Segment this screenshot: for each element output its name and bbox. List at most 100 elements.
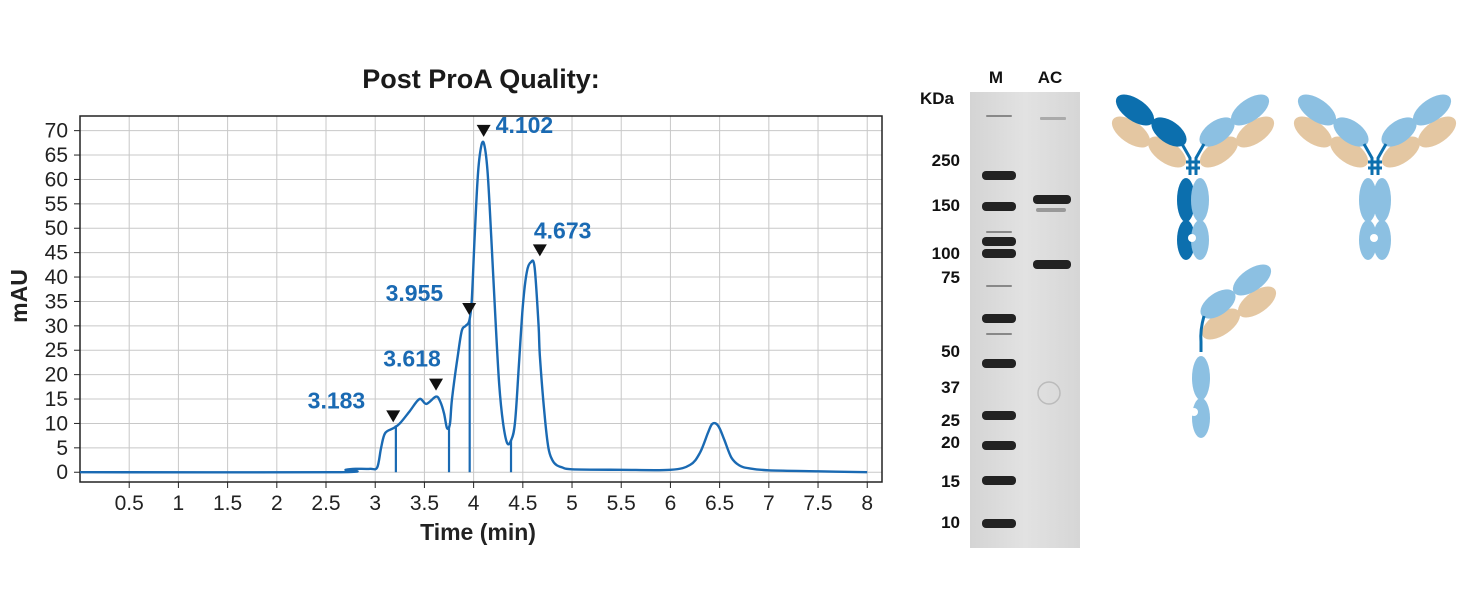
marker-weight-label: 250 — [932, 151, 960, 170]
x-axis-label: Time (min) — [420, 519, 536, 545]
half-fab-heavy-2 — [1200, 289, 1236, 319]
y-tick-label: 60 — [45, 168, 68, 191]
x-tick-label: 0.5 — [115, 492, 144, 515]
plot-frame — [79, 115, 883, 483]
marker-band — [982, 202, 1016, 211]
half-fc-upper — [1192, 356, 1210, 400]
marker-weight-label: 15 — [941, 472, 960, 491]
fc-left-upper — [1359, 178, 1377, 222]
peak-label: 3.955 — [386, 280, 444, 306]
marker-band-faint — [986, 231, 1012, 233]
marker-band-faint — [986, 285, 1012, 287]
x-tick-label: 7 — [763, 492, 775, 515]
ac-band-heavy-faint — [1036, 208, 1066, 212]
y-tick-label: 25 — [45, 339, 68, 362]
lane-label-ac: AC — [1038, 68, 1063, 87]
y-axis-label: mAU — [6, 269, 32, 323]
y-tick-label: 45 — [45, 242, 68, 265]
fc-left-lower — [1359, 220, 1377, 260]
fab-light-right-2 — [1199, 136, 1239, 168]
marker-weight-label: 100 — [932, 244, 960, 263]
chromatogram-line — [79, 140, 868, 474]
peak-marker-icon — [429, 378, 444, 391]
fab-heavy-left-1 — [1297, 94, 1337, 126]
fc-left-upper — [1177, 178, 1195, 222]
y-tick-label: 5 — [56, 437, 68, 460]
fc-right-lower — [1191, 220, 1209, 260]
ac-band-heavy — [1033, 195, 1071, 204]
knob-hole — [1370, 234, 1378, 242]
x-tick-label: 1.5 — [213, 492, 242, 515]
half-hinge — [1199, 315, 1206, 352]
y-tick-label: 10 — [45, 412, 68, 435]
y-tick-label: 30 — [45, 315, 68, 338]
peak-marker-icon — [476, 124, 491, 137]
marker-weight-label: 10 — [941, 513, 960, 532]
x-tick-label: 8 — [861, 492, 873, 515]
sds-page-gel: M AC KDa 250 150 100 75 50 37 25 20 15 10 — [920, 68, 1080, 548]
fab-light-left-1 — [1111, 116, 1151, 148]
marker-weight-label: 50 — [941, 342, 960, 361]
x-tick-label: 3.5 — [410, 492, 439, 515]
half-fab-heavy-1 — [1232, 264, 1272, 296]
fab-heavy-right-1 — [1412, 94, 1452, 126]
marker-band — [982, 249, 1016, 258]
peak-annotations: 3.183 3.618 3.955 4.102 4.673 — [308, 112, 592, 423]
lane-label-m: M — [989, 68, 1003, 87]
antibody-variant — [1293, 94, 1457, 260]
y-tick-label: 70 — [45, 120, 68, 143]
marker-band — [982, 171, 1016, 180]
chromatogram-chart: 0.5 1 1.5 2 2.5 3 3.5 4 4.5 5 5.5 6 6.5 7 7.5 8 0510152… — [6, 112, 883, 545]
hinge — [1362, 143, 1388, 175]
x-tick-label: 2 — [271, 492, 283, 515]
marker-weight-label: 20 — [941, 433, 960, 452]
ac-band-faint — [1040, 117, 1066, 120]
fab-heavy-right-2 — [1199, 117, 1235, 147]
peak-marker-icon — [462, 302, 477, 315]
y-tick-label: 55 — [45, 193, 68, 216]
x-tick-label: 4.5 — [508, 492, 537, 515]
x-tick-label: 4 — [468, 492, 480, 515]
ac-lane-bands — [1033, 117, 1071, 405]
fab-heavy-left-2 — [1151, 117, 1187, 147]
fab-heavy-right-1 — [1230, 94, 1270, 126]
x-tick-label: 3 — [369, 492, 381, 515]
marker-weight-label: 37 — [941, 378, 960, 397]
marker-band — [982, 314, 1016, 323]
peak-label: 3.183 — [308, 387, 366, 413]
marker-band — [982, 237, 1016, 246]
marker-band — [982, 476, 1016, 485]
x-axis-ticks: 0.5 1 1.5 2 2.5 3 3.5 4 4.5 5 5.5 6 6.5 7 7.5 8 — [115, 482, 873, 515]
marker-weight-label: 75 — [941, 268, 960, 287]
marker-band-faint — [986, 333, 1012, 335]
fab-light-left-1 — [1293, 116, 1333, 148]
y-tick-label: 65 — [45, 144, 68, 167]
half-fab-light-2 — [1201, 308, 1241, 340]
marker-band-faint — [986, 115, 1012, 117]
x-tick-label: 2.5 — [311, 492, 340, 515]
fab-heavy-left-1 — [1115, 94, 1155, 126]
marker-weight-labels: 250 150 100 75 50 37 25 20 15 10 — [932, 151, 960, 532]
fc-left-lower — [1177, 220, 1195, 260]
marker-band — [982, 519, 1016, 528]
half-antibody — [1190, 264, 1277, 438]
grid — [80, 116, 882, 482]
y-tick-label: 0 — [56, 461, 68, 484]
hinge — [1180, 143, 1206, 175]
marker-band — [982, 441, 1016, 450]
half-knob-hole — [1190, 408, 1198, 416]
y-tick-label: 20 — [45, 364, 68, 387]
peak-label: 4.673 — [534, 217, 592, 243]
y-tick-label: 50 — [45, 217, 68, 240]
marker-band — [982, 411, 1016, 420]
marker-lane-bands — [982, 115, 1016, 528]
gel-artifact — [1037, 381, 1061, 405]
marker-weight-label: 150 — [932, 196, 960, 215]
knob-hole — [1188, 234, 1196, 242]
fab-heavy-right-2 — [1381, 117, 1417, 147]
ac-band-light — [1033, 260, 1071, 269]
kda-label: KDa — [920, 89, 955, 108]
fc-right-lower — [1373, 220, 1391, 260]
fab-heavy-left-2 — [1333, 117, 1369, 147]
